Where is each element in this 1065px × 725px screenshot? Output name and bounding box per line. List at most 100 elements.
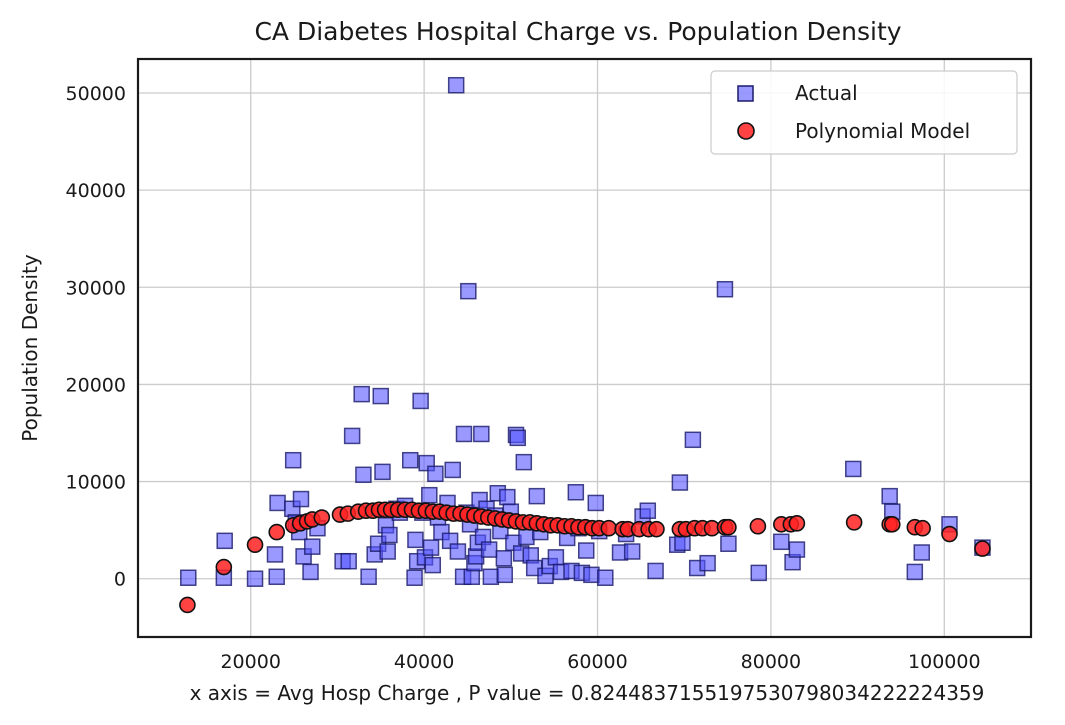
actual-point bbox=[674, 534, 691, 552]
actual-point bbox=[587, 494, 605, 512]
actual-point bbox=[495, 550, 513, 567]
actual-point bbox=[906, 563, 924, 581]
model-point bbox=[883, 516, 901, 533]
actual-point bbox=[684, 431, 702, 449]
actual-point bbox=[424, 556, 442, 574]
actual-point bbox=[716, 280, 734, 298]
model-point bbox=[749, 517, 767, 535]
y-axis-label: Population Density bbox=[18, 254, 42, 442]
actual-point bbox=[460, 282, 477, 300]
actual-point bbox=[381, 526, 398, 544]
model-point bbox=[845, 514, 863, 531]
actual-point bbox=[340, 552, 357, 570]
actual-point bbox=[463, 568, 481, 586]
y-tick-label: 40000 bbox=[66, 180, 126, 202]
legend: Actual Polynomial Model bbox=[710, 70, 1018, 155]
y-tick-label: 0 bbox=[114, 569, 126, 591]
actual-point bbox=[699, 554, 716, 572]
legend-actual-label: Actual bbox=[795, 81, 858, 105]
actual-point bbox=[412, 392, 429, 410]
actual-point bbox=[374, 463, 391, 481]
actual-point bbox=[482, 568, 500, 586]
actual-point bbox=[845, 460, 862, 478]
actual-point bbox=[528, 487, 546, 505]
y-tick-labels: 0 10000 20000 30000 40000 50000 bbox=[66, 83, 126, 591]
model-point bbox=[215, 558, 233, 576]
actual-point bbox=[302, 563, 319, 581]
actual-point bbox=[773, 533, 790, 551]
actual-point bbox=[246, 570, 264, 587]
actual-point bbox=[639, 502, 657, 519]
y-tick-label: 50000 bbox=[66, 83, 126, 105]
actual-point bbox=[427, 465, 444, 483]
actual-point bbox=[355, 466, 372, 484]
actual-point bbox=[406, 569, 423, 586]
model-point bbox=[246, 536, 264, 554]
actual-point bbox=[499, 488, 516, 506]
model-point bbox=[179, 596, 196, 614]
actual-point bbox=[750, 564, 768, 582]
y-tick-label: 10000 bbox=[66, 472, 126, 494]
actual-point bbox=[292, 490, 310, 508]
actual-point bbox=[421, 486, 438, 504]
actual-point bbox=[401, 451, 419, 469]
x-tick-labels: 20000 40000 60000 80000 100000 bbox=[220, 651, 980, 673]
actual-point bbox=[304, 538, 321, 555]
actual-point bbox=[180, 569, 197, 586]
model-point bbox=[600, 519, 618, 537]
actual-point bbox=[496, 566, 513, 584]
actual-point bbox=[583, 566, 600, 584]
actual-point bbox=[881, 487, 898, 505]
x-tick-label: 80000 bbox=[741, 651, 801, 673]
actual-point bbox=[447, 76, 465, 94]
y-tick-label: 20000 bbox=[66, 374, 126, 396]
actual-point bbox=[353, 385, 370, 403]
actual-point bbox=[623, 543, 641, 560]
actual-point bbox=[372, 387, 390, 405]
actual-point bbox=[360, 568, 377, 586]
model-point bbox=[648, 520, 665, 538]
actual-point bbox=[788, 541, 806, 558]
model-point bbox=[914, 519, 931, 537]
x-tick-label: 20000 bbox=[220, 651, 280, 673]
x-tick-label: 40000 bbox=[394, 651, 454, 673]
chart-title: CA Diabetes Hospital Charge vs. Populati… bbox=[254, 17, 901, 46]
model-point bbox=[268, 523, 286, 541]
actual-point bbox=[473, 425, 490, 443]
actual-point bbox=[518, 528, 535, 546]
actual-point bbox=[343, 427, 361, 445]
plot-frame bbox=[136, 57, 1033, 639]
actual-point bbox=[577, 542, 595, 559]
model-point bbox=[974, 540, 991, 557]
actual-point bbox=[515, 453, 533, 471]
actual-point bbox=[407, 531, 424, 549]
actual-point bbox=[509, 429, 526, 447]
actual-point bbox=[216, 532, 233, 550]
actual-point bbox=[567, 484, 585, 501]
x-tick-label: 100000 bbox=[908, 651, 981, 673]
actual-point bbox=[444, 461, 461, 479]
actual-point bbox=[480, 541, 498, 558]
model-point bbox=[313, 509, 331, 526]
x-tick-label: 60000 bbox=[567, 651, 627, 673]
actual-point bbox=[268, 568, 285, 586]
legend-model-label: Polynomial Model bbox=[795, 119, 970, 143]
actual-point bbox=[449, 543, 467, 560]
model-point bbox=[720, 518, 737, 536]
x-axis-label: x axis = Avg Hosp Charge , P value = 0.8… bbox=[190, 681, 985, 705]
actual-point bbox=[597, 569, 614, 586]
legend-actual-marker bbox=[737, 85, 754, 102]
actual-point bbox=[720, 535, 737, 552]
actual-point bbox=[266, 546, 284, 563]
actual-point bbox=[284, 451, 302, 469]
model-point bbox=[941, 525, 958, 543]
legend-model-marker bbox=[737, 122, 755, 140]
actual-point bbox=[547, 549, 565, 566]
model-point bbox=[788, 515, 806, 532]
actual-point bbox=[455, 425, 473, 443]
actual-point bbox=[269, 494, 286, 512]
actual-point bbox=[379, 543, 396, 560]
polynomial-model-series bbox=[179, 501, 991, 614]
actual-point bbox=[671, 474, 689, 491]
